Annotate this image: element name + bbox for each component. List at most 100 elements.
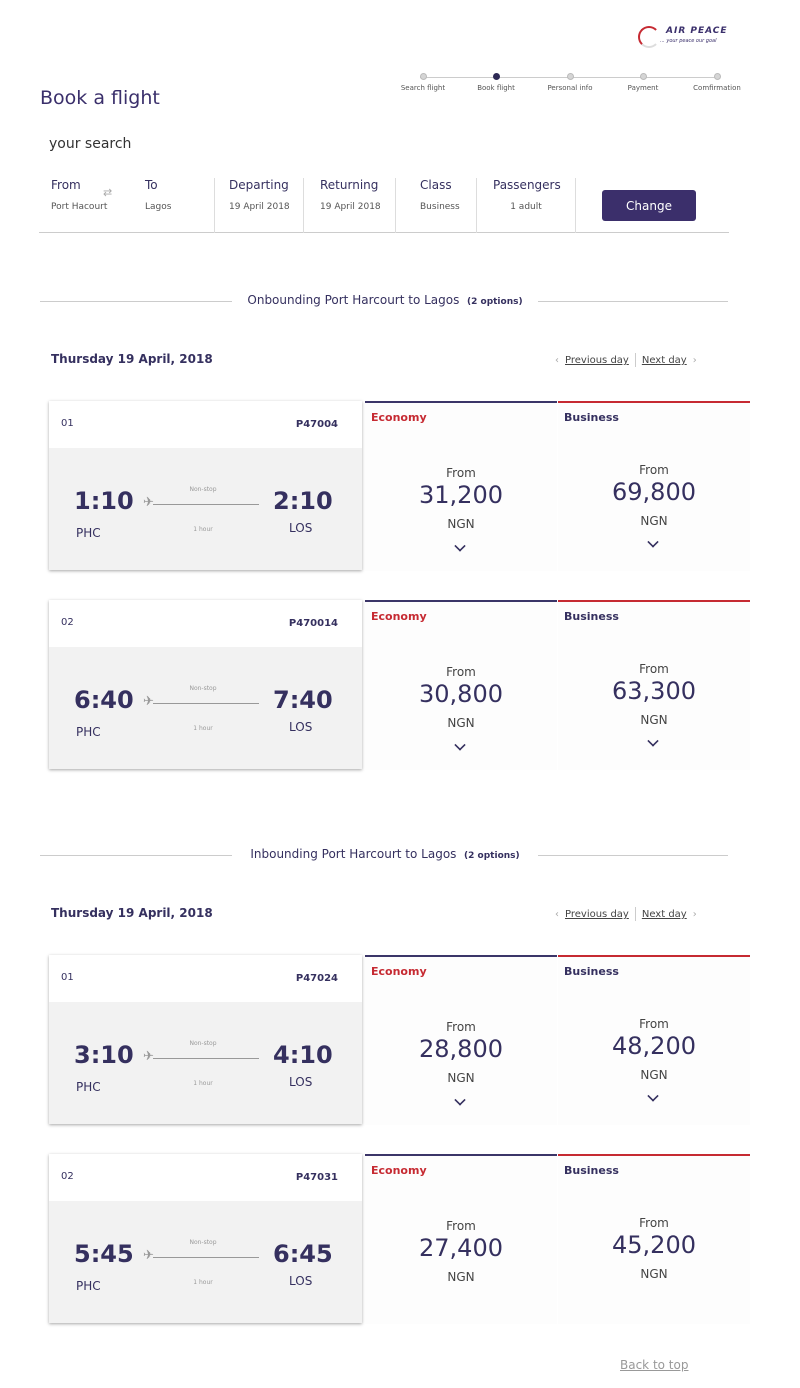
step-label: Payment [627, 84, 659, 92]
arrival-airport: LOS [289, 720, 313, 734]
fare-class: Economy [371, 965, 427, 978]
returning-label: Returning [320, 178, 379, 192]
flight-duration: 1 hour [193, 725, 213, 732]
fare-currency: NGN [447, 1270, 475, 1284]
returning-field: Returning 19 April 2018 [320, 178, 381, 233]
passengers-label: Passengers [493, 178, 561, 192]
step-1[interactable]: Book flight [456, 73, 536, 92]
departing-field: Departing 19 April 2018 [229, 178, 290, 233]
next-day-link[interactable]: Next day [641, 355, 687, 366]
chevron-left-icon[interactable]: ‹ [555, 909, 559, 920]
fare-currency: NGN [640, 514, 668, 528]
flight-date: Thursday 19 April, 2018 [51, 906, 213, 920]
fare-from-label: From [639, 1017, 669, 1031]
chevron-right-icon[interactable]: › [692, 909, 697, 920]
options-count: (2 options) [467, 297, 523, 307]
flight-line [153, 703, 259, 704]
chevron-down-icon[interactable] [647, 1090, 659, 1102]
business-fare[interactable]: Business From 63,300 NGN [558, 600, 750, 770]
fare-price: 30,800 [419, 680, 503, 708]
departure-airport: PHC [76, 526, 101, 540]
page-title: Book a flight [40, 87, 160, 109]
flight-card-header: 02 P470014 [49, 600, 362, 647]
flight-date: Thursday 19 April, 2018 [51, 352, 213, 366]
plane-icon: ✈ [143, 1248, 154, 1263]
fare-class: Economy [371, 1164, 427, 1177]
departure-time: 3:10 [74, 1041, 134, 1069]
previous-day-link[interactable]: Previous day [565, 355, 629, 366]
chevron-down-icon[interactable] [454, 739, 466, 751]
flight-code: P47004 [295, 419, 338, 430]
step-dot-icon [639, 73, 647, 80]
back-to-top-link[interactable]: Back to top [620, 1358, 689, 1372]
business-fare[interactable]: Business From 45,200 NGN [558, 1154, 750, 1324]
departure-airport: PHC [76, 1279, 101, 1293]
economy-fare[interactable]: Economy From 31,200 NGN [365, 401, 557, 571]
step-2[interactable]: Personal info [530, 73, 610, 92]
air-peace-logo[interactable]: AIR PEACE ... your peace our goal [636, 24, 736, 50]
chevron-down-icon[interactable] [454, 540, 466, 552]
flight-duration: 1 hour [193, 1279, 213, 1286]
fare-class: Business [564, 610, 619, 623]
flight-card[interactable]: 02 P47031 5:45 PHC Non-stop ✈ 1 hour 6:45… [49, 1154, 362, 1323]
flight-card[interactable]: 01 P47024 3:10 PHC Non-stop ✈ 1 hour 4:10… [49, 955, 362, 1124]
change-button[interactable]: Change [602, 190, 696, 221]
departing-value: 19 April 2018 [229, 202, 290, 212]
arrival-time: 7:40 [273, 686, 333, 714]
day-navigation: ‹ Previous day Next day › [555, 907, 697, 921]
fare-from-label: From [446, 466, 476, 480]
passengers-field: Passengers 1 adult [493, 178, 561, 233]
passengers-value: 1 adult [510, 202, 542, 212]
fare-class: Business [564, 411, 619, 424]
step-3[interactable]: Payment [603, 73, 683, 92]
business-fare[interactable]: Business From 69,800 NGN [558, 401, 750, 571]
step-label: Personal info [547, 84, 593, 92]
fare-from-label: From [446, 1020, 476, 1034]
step-label: Comfirmation [693, 84, 741, 92]
to-value: Lagos [145, 202, 172, 212]
step-dot-icon [713, 73, 721, 80]
fare-class: Business [564, 1164, 619, 1177]
flight-card[interactable]: 02 P470014 6:40 PHC Non-stop ✈ 1 hour 7:4… [49, 600, 362, 769]
next-day-link[interactable]: Next day [641, 909, 687, 920]
class-value: Business [420, 202, 460, 212]
plane-icon: ✈ [143, 495, 154, 510]
step-dot-icon [566, 73, 574, 80]
fare-currency: NGN [447, 1071, 475, 1085]
fare-class: Economy [371, 610, 427, 623]
fare-from-label: From [639, 662, 669, 676]
economy-fare[interactable]: Economy From 27,400 NGN [365, 1154, 557, 1324]
fare-price: 31,200 [419, 481, 503, 509]
departure-airport: PHC [76, 725, 101, 739]
step-dot-icon [419, 73, 427, 80]
economy-fare[interactable]: Economy From 30,800 NGN [365, 600, 557, 770]
flight-card[interactable]: 01 P47004 1:10 PHC Non-stop ✈ 1 hour 2:10… [49, 401, 362, 570]
flight-duration: 1 hour [193, 1080, 213, 1087]
divider [214, 178, 215, 233]
fare-from-label: From [639, 1216, 669, 1230]
economy-fare[interactable]: Economy From 28,800 NGN [365, 955, 557, 1125]
previous-day-link[interactable]: Previous day [565, 909, 629, 920]
swap-icon[interactable]: ⇄ [103, 186, 113, 199]
logo-name: AIR PEACE [666, 26, 728, 36]
chevron-down-icon[interactable] [454, 1094, 466, 1106]
chevron-down-icon[interactable] [647, 536, 659, 548]
plane-icon: ✈ [143, 694, 154, 709]
divider [634, 353, 636, 367]
fare-from-label: From [446, 1219, 476, 1233]
departure-time: 1:10 [74, 487, 134, 515]
business-fare[interactable]: Business From 48,200 NGN [558, 955, 750, 1125]
step-0[interactable]: Search flight [383, 73, 463, 92]
departure-time: 6:40 [74, 686, 134, 714]
plane-icon: ✈ [143, 1049, 154, 1064]
chevron-left-icon[interactable]: ‹ [555, 355, 559, 366]
search-summary: From Port Hacourt ⇄ To Lagos Departing 19 A… [39, 178, 729, 233]
chevron-down-icon[interactable] [647, 735, 659, 747]
stop-info: Non-stop [189, 1040, 217, 1047]
flight-line [153, 504, 259, 505]
divider [634, 907, 636, 921]
fare-currency: NGN [447, 517, 475, 531]
arrival-airport: LOS [289, 1075, 313, 1089]
chevron-right-icon[interactable]: › [692, 355, 697, 366]
step-4[interactable]: Comfirmation [677, 73, 757, 92]
